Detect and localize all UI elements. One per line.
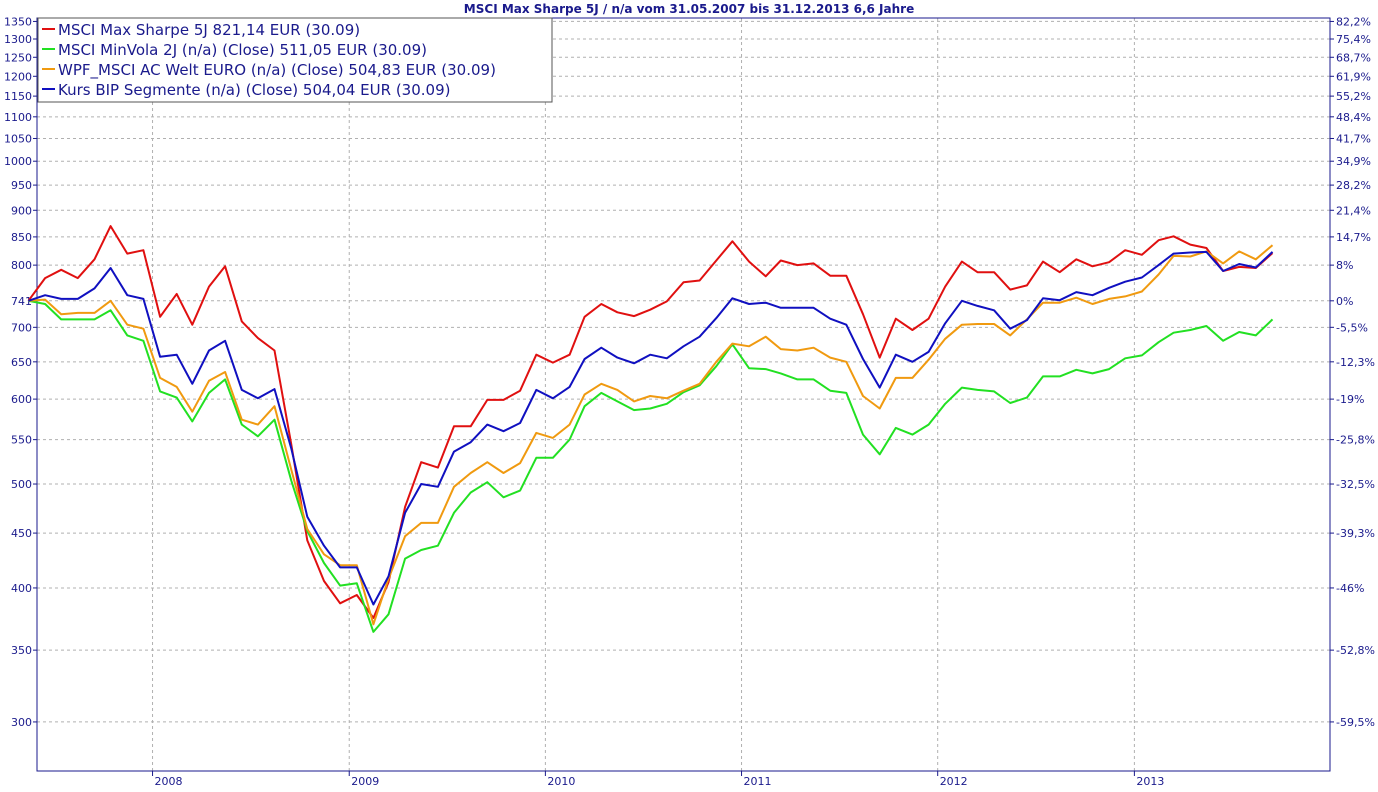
y-tick-label-left: 650 [11,356,32,369]
y-tick-label-left: 1200 [4,70,32,83]
legend-label-3: WPF_MSCI AC Welt EURO (n/a) (Close) 504,… [58,61,496,80]
chart-title: MSCI Max Sharpe 5J / n/a vom 31.05.2007 … [464,2,914,16]
y-tick-label-right: 61,9% [1336,70,1371,83]
series-lines [27,225,1274,633]
y-tick-label-left: 800 [11,259,32,272]
y-tick-label-left: 900 [11,204,32,217]
x-tick-label: 2011 [744,775,772,788]
series-line-1 [27,225,1274,619]
y-tick-label-left: 850 [11,231,32,244]
legend-box [37,17,553,103]
y-tick-label-right: 8% [1336,259,1353,272]
y-tick-label-right: 21,4% [1336,204,1371,217]
x-tick-label: 2012 [940,775,968,788]
x-tick-label: 2008 [155,775,183,788]
y-tick-label-right: 14,7% [1336,231,1371,244]
y-tick-label-left: 950 [11,179,32,192]
legend-label-4: Kurs BIP Segmente (n/a) (Close) 504,04 E… [58,81,450,99]
y-tick-label-right: 55,2% [1336,90,1371,103]
y-tick-label-right: -46% [1336,582,1364,595]
y-tick-label-left: 550 [11,434,32,447]
y-tick-label-left: 1300 [4,33,32,46]
y-tick-label-left: 1000 [4,155,32,168]
series-line-3 [28,244,1274,626]
y-tick-label-right: -52,8% [1336,644,1375,657]
legend: MSCI Max Sharpe 5J 821,14 EUR (30.09) MSC… [37,17,553,103]
axes: 300 -59,5% 350 -52,8% 400 -46% 450 -39,3% 500 -32… [4,15,1375,788]
y-tick-label-right: -32,5% [1336,478,1375,491]
y-tick-label-left: 1350 [4,15,32,28]
y-tick-label-right: -39,3% [1336,527,1375,540]
legend-label-2: MSCI MinVola 2J (n/a) (Close) 511,05 EUR… [58,41,427,59]
series-line-2 [28,299,1274,633]
y-tick-label-left: 450 [11,527,32,540]
y-tick-label-left: 741 [11,295,32,308]
y-tick-label-left: 350 [11,644,32,657]
y-tick-label-right: 68,7% [1336,51,1371,64]
y-tick-label-right: -59,5% [1336,716,1375,729]
y-tick-label-right: -5,5% [1336,321,1368,334]
x-tick-label: 2009 [351,775,379,788]
y-tick-label-right: 28,2% [1336,179,1371,192]
y-tick-label-left: 1100 [4,111,32,124]
series-line-4 [28,250,1274,606]
x-tick-label: 2013 [1136,775,1164,788]
y-tick-label-left: 1050 [4,132,32,145]
y-tick-label-left: 1250 [4,51,32,64]
y-tick-label-right: 34,9% [1336,155,1371,168]
y-tick-label-right: -19% [1336,393,1364,406]
y-tick-label-left: 400 [11,582,32,595]
plot-frame [36,17,1331,772]
x-tick-label: 2010 [547,775,575,788]
y-tick-label-right: -12,3% [1336,356,1375,369]
y-tick-label-left: 1150 [4,90,32,103]
y-tick-label-right: 82,2% [1336,15,1371,28]
y-tick-label-right: -25,8% [1336,434,1375,447]
y-tick-label-right: 48,4% [1336,111,1371,124]
y-tick-label-left: 700 [11,321,32,334]
y-tick-label-right: 41,7% [1336,132,1371,145]
y-tick-label-left: 500 [11,478,32,491]
y-tick-label-right: 75,4% [1336,33,1371,46]
legend-label-1: MSCI Max Sharpe 5J 821,14 EUR (30.09) [58,21,360,39]
y-tick-label-left: 600 [11,393,32,406]
y-tick-label-left: 300 [11,716,32,729]
y-tick-label-right: 0% [1336,295,1353,308]
